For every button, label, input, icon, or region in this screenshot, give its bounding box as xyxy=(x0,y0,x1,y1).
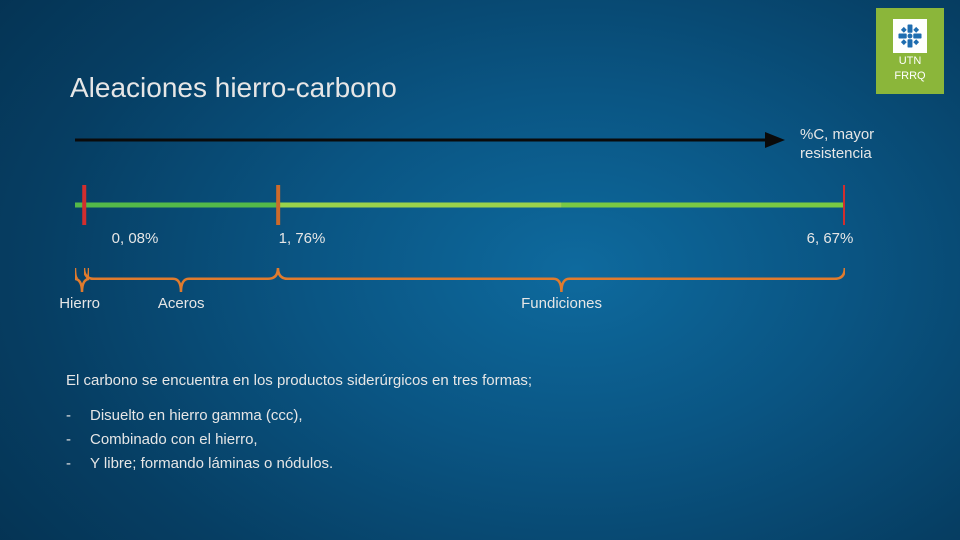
forms-list: - Disuelto en hierro gamma (ccc), - Comb… xyxy=(66,404,333,476)
list-item-text: Disuelto en hierro gamma (ccc), xyxy=(90,404,303,428)
logo-line-1: UTN xyxy=(899,55,922,68)
arrow-caption-line1: %C, mayor xyxy=(800,126,874,145)
list-item-text: Y libre; formando láminas o nódulos. xyxy=(90,452,333,476)
carbon-axis xyxy=(75,185,845,225)
list-item: - Y libre; formando láminas o nódulos. xyxy=(66,452,333,476)
axis-tick-label: 1, 76% xyxy=(279,230,326,247)
utn-logo-icon xyxy=(893,19,927,53)
region-label: Aceros xyxy=(158,295,205,312)
arrow-caption-line2: resistencia xyxy=(800,145,874,164)
utn-logo-badge: UTN FRRQ xyxy=(876,8,944,94)
logo-line-2: FRRQ xyxy=(894,70,925,83)
axis-tick-label: 6, 67% xyxy=(807,230,854,247)
region-bracket xyxy=(84,268,278,292)
slide-title: Aleaciones hierro-carbono xyxy=(70,72,397,104)
list-item: - Disuelto en hierro gamma (ccc), xyxy=(66,404,333,428)
bullet-dash: - xyxy=(66,428,74,452)
region-label: Fundiciones xyxy=(521,295,602,312)
region-label: Hierro xyxy=(59,295,100,312)
region-bracket xyxy=(278,268,845,292)
arrow-caption: %C, mayor resistencia xyxy=(800,126,874,164)
bullet-dash: - xyxy=(66,404,74,428)
bullet-dash: - xyxy=(66,452,74,476)
axis-tick-label: 0, 08% xyxy=(112,230,159,247)
list-item-text: Combinado con el hierro, xyxy=(90,428,258,452)
list-item: - Combinado con el hierro, xyxy=(66,428,333,452)
arrow-right-icon xyxy=(75,130,785,150)
intro-text: El carbono se encuentra en los productos… xyxy=(66,370,532,393)
